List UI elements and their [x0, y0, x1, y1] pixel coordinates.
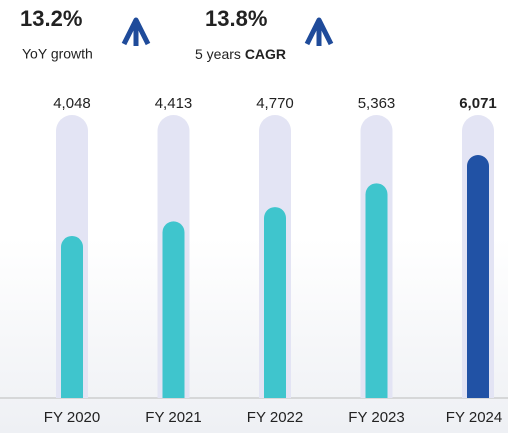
value-label: 5,363 [358, 95, 396, 112]
bar [264, 207, 286, 398]
bar [365, 183, 388, 398]
kpi-label: YoY growth [22, 46, 93, 62]
value-label: 4,048 [53, 95, 91, 112]
x-tick-label: FY 2021 [145, 409, 201, 426]
x-tick-label: FY 2024 [446, 409, 502, 426]
kpi-value: 13.8% [205, 6, 267, 31]
kpi-label: 5 years CAGR [195, 46, 286, 62]
value-label: 4,770 [256, 95, 294, 112]
kpi-label-text: 5 years [195, 46, 241, 62]
value-label: 4,413 [155, 95, 193, 112]
x-tick-label: FY 2022 [247, 409, 303, 426]
bar [162, 221, 185, 398]
x-tick-label: FY 2023 [348, 409, 404, 426]
up-arrow [121, 17, 151, 46]
kpi-value: 13.2% [20, 6, 82, 31]
x-tick-label: FY 2020 [44, 409, 100, 426]
up-arrow [304, 17, 334, 46]
kpi-label-bold: CAGR [245, 46, 286, 62]
bar [467, 155, 489, 398]
value-label: 6,071 [459, 95, 497, 112]
bar [61, 235, 83, 398]
